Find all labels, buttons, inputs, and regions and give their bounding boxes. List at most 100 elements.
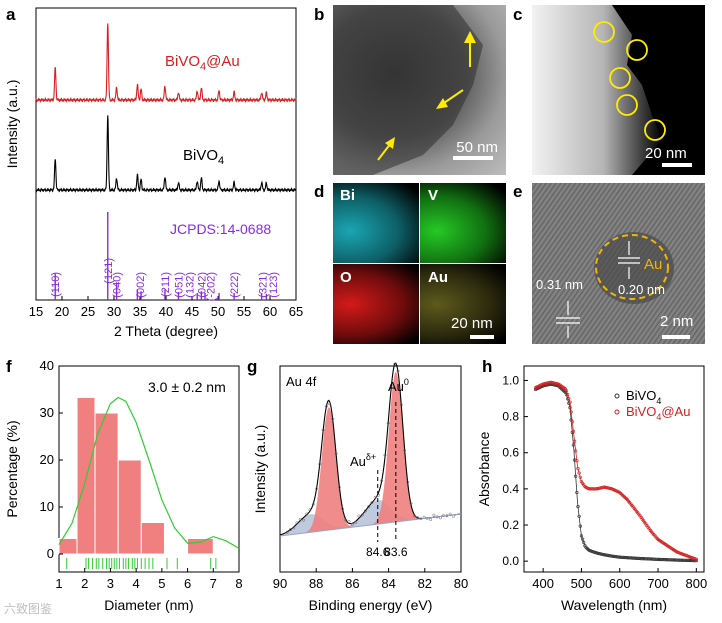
- xps-x-tick-label: 84: [381, 576, 395, 591]
- abs-data-point: [582, 540, 586, 545]
- scale-bar-b: [453, 156, 493, 160]
- xps-data-point: [344, 518, 348, 522]
- xrd-hkl-label: (040): [112, 272, 124, 298]
- xps-data-point: [341, 507, 345, 511]
- xps-data-point: [292, 526, 296, 530]
- haadf-image-c: 20 nm: [532, 5, 705, 175]
- abs-y-tick-label: 0.4: [502, 482, 519, 496]
- abs-data-point: [577, 471, 581, 475]
- xps-data-point: [403, 449, 406, 452]
- xps-data-point: [295, 521, 299, 525]
- abs-data-point: [575, 490, 579, 495]
- xps-x-tick-label: 82: [418, 576, 432, 591]
- abs-x-axis-label: Wavelength (nm): [561, 597, 667, 613]
- xps-data-point: [305, 512, 309, 516]
- abs-data-point: [570, 420, 574, 424]
- xps-chart: 84.683.6 Au 4f Au0 Auδ+ 90 88 86 84 82 80 Binding …: [252, 362, 468, 613]
- abs-y-tick-label: 0.2: [502, 518, 519, 532]
- xps-data-point: [360, 513, 364, 517]
- xps-data-point: [350, 523, 354, 526]
- panel-letter-f: f: [6, 357, 12, 376]
- particle-circle-2: [626, 39, 648, 61]
- xps-component-red: [280, 407, 461, 536]
- xrd-hkl-label: (132): [184, 272, 196, 298]
- xps-data-point: [328, 402, 332, 406]
- particle-circle-1: [593, 21, 615, 43]
- abs-x-tick-label: 800: [685, 576, 707, 591]
- xps-data-point: [321, 428, 325, 432]
- eds-label-v: V: [428, 187, 439, 204]
- abs-data-point: [564, 389, 569, 393]
- xps-data-point: [377, 493, 380, 497]
- xps-data-point: [429, 518, 433, 522]
- arrow-head-3: [385, 137, 395, 149]
- xps-x-tick-label: 80: [454, 576, 468, 591]
- particle-circle-3: [609, 67, 631, 89]
- eds-map-bi: [333, 183, 419, 263]
- arrow-head-1: [464, 31, 476, 43]
- au-label: Au: [644, 256, 663, 273]
- arrow-head-2: [436, 98, 448, 109]
- hist-bar: [140, 522, 165, 555]
- abs-data-point: [694, 557, 698, 562]
- hist-plot-frame: [58, 365, 240, 573]
- abs-data-point: [569, 410, 573, 414]
- xps-data-point: [285, 530, 289, 534]
- xps-data-point: [432, 513, 436, 517]
- xps-data-point: [390, 383, 393, 387]
- abs-data-point: [578, 524, 582, 528]
- xps-data-point: [298, 517, 302, 521]
- xrd-x-tick-label: 65: [289, 304, 303, 319]
- xrd-x-tick-label: 40: [159, 304, 173, 319]
- xps-data-point: [311, 502, 315, 506]
- abs-x-tick-label: 700: [647, 576, 669, 591]
- au-particle-outline: [595, 234, 669, 300]
- abs-legend-marker: [614, 393, 620, 399]
- hrtem-image-e: Au 0.31 nm 0.20 nm 2 nm: [532, 183, 705, 344]
- xrd-hkl-label: (002): [135, 272, 147, 298]
- hist-y-tick-label: 10: [40, 499, 54, 514]
- abs-legend-bivo4: BiVO4: [626, 388, 661, 406]
- xps-baseline: [279, 513, 462, 537]
- xrd-legend-bivo4: BiVO4: [183, 147, 224, 167]
- hist-x-tick-label: 1: [55, 576, 62, 591]
- xps-data-point: [357, 514, 361, 518]
- abs-y-axis-label: Absorbance: [476, 431, 492, 506]
- abs-data-point: [572, 439, 577, 443]
- xps-data-point: [399, 403, 403, 407]
- lattice-spacing-2: 0.20 nm: [618, 282, 665, 297]
- xrd-series-line: [35, 23, 297, 103]
- abs-data-point: [574, 474, 578, 478]
- xrd-chart: 15 20 25 30 35 40 45 50 55 60 65 2 Theta (degree) In…: [4, 7, 303, 339]
- xrd-hkl-label: (-202): [206, 272, 218, 301]
- xrd-x-tick-label: 55: [237, 304, 251, 319]
- xrd-legend-bivo4-au: BiVO4@Au: [165, 53, 240, 73]
- scale-label-e: 2 nm: [660, 313, 694, 330]
- xps-data-point: [412, 514, 416, 518]
- xps-energy-label: 83.6: [384, 545, 408, 559]
- abs-y-tick-label: 0.0: [502, 554, 519, 568]
- xps-data-point: [396, 369, 400, 373]
- xps-energy-label: 84.6: [366, 545, 390, 559]
- hist-bar: [117, 459, 142, 555]
- hist-annotation: 3.0 ± 0.2 nm: [148, 379, 226, 395]
- abs-data-point: [571, 429, 576, 434]
- xps-data-point: [354, 521, 358, 525]
- xps-x-tick-label: 86: [345, 576, 359, 591]
- lattice-spacing-1: 0.31 nm: [536, 277, 583, 292]
- xrd-hkl-label: (222): [229, 272, 241, 298]
- eds-label-o: O: [340, 269, 352, 286]
- abs-legend-bivo4-au: BiVO4@Au: [626, 404, 690, 422]
- xps-data-point: [370, 501, 374, 504]
- xps-data-point: [380, 479, 384, 483]
- abs-data-point: [568, 406, 572, 410]
- hist-bar: [187, 537, 214, 555]
- abs-data-point: [580, 537, 585, 541]
- scale-label-b: 50 nm: [456, 139, 498, 156]
- xps-data-point: [363, 509, 367, 513]
- xrd-plot-frame: [35, 7, 297, 301]
- particle-circle-5: [644, 119, 666, 141]
- xrd-x-tick-label: 25: [81, 304, 95, 319]
